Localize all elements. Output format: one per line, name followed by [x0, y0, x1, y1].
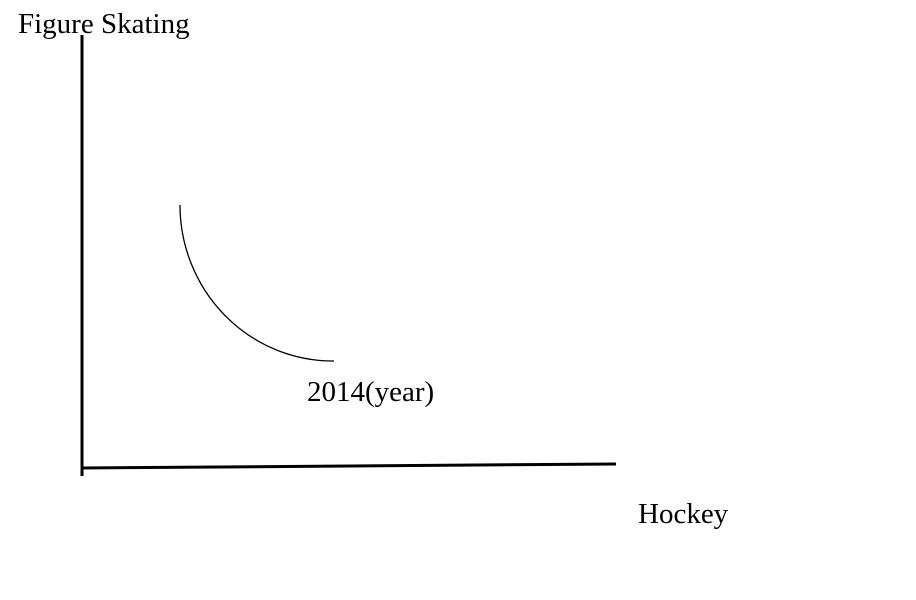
- ppf-curve: [179, 204, 335, 362]
- x-axis: [80, 462, 617, 470]
- curve-label: 2014(year): [307, 376, 434, 408]
- x-axis-label: Hockey: [638, 498, 729, 530]
- y-axis-label: Figure Skating: [18, 8, 190, 40]
